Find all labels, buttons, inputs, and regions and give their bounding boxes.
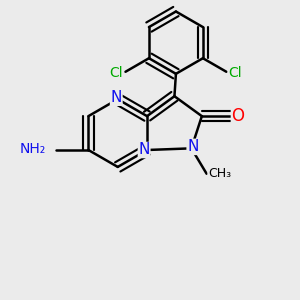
Text: N: N xyxy=(111,90,122,105)
Text: N: N xyxy=(138,142,150,158)
Text: N: N xyxy=(187,140,199,154)
Text: Cl: Cl xyxy=(228,66,242,80)
Text: CH₃: CH₃ xyxy=(208,167,231,180)
Text: Cl: Cl xyxy=(109,66,123,80)
Text: O: O xyxy=(232,107,244,125)
Text: NH₂: NH₂ xyxy=(20,142,46,155)
